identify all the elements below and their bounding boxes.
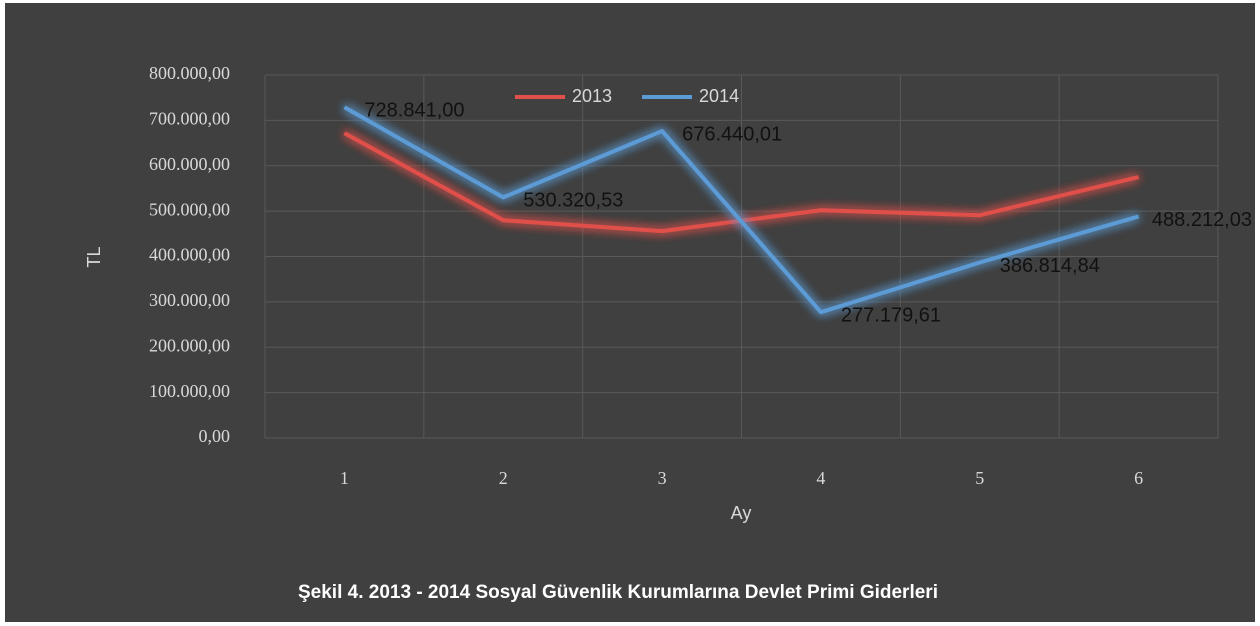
data-label: 676.440,01 [682,123,782,145]
series-line [343,105,1140,315]
x-tick-label: 6 [1134,468,1143,488]
legend-label: 2014 [699,86,739,106]
data-label: 530.320,53 [523,190,623,212]
y-tick-label: 0,00 [199,426,231,446]
x-tick-label: 5 [975,468,984,488]
y-axis-title: TL [84,246,104,267]
x-axis-title: Ay [731,503,752,523]
legend-label: 2013 [572,86,612,106]
y-tick-label: 300.000,00 [149,290,230,310]
data-label: 728.841,00 [364,100,464,122]
x-tick-label: 3 [658,468,667,488]
data-label: 277.179,61 [841,305,941,327]
y-tick-label: 500.000,00 [149,199,230,219]
y-tick-label: 700.000,00 [149,109,230,129]
y-tick-label: 800.000,00 [149,63,230,83]
y-tick-label: 100.000,00 [149,381,230,401]
background [5,3,1255,622]
x-tick-label: 2 [499,468,508,488]
y-tick-label: 600.000,00 [149,154,230,174]
data-label: 488.212,03 [1152,209,1252,231]
data-label: 386.814,84 [1000,255,1100,277]
y-tick-label: 200.000,00 [149,335,230,355]
x-tick-label: 4 [816,468,825,488]
y-tick-label: 400.000,00 [149,245,230,265]
chart-title: Şekil 4. 2013 - 2014 Sosyal Güvenlik Kur… [298,582,938,603]
x-tick-label: 1 [340,468,349,488]
